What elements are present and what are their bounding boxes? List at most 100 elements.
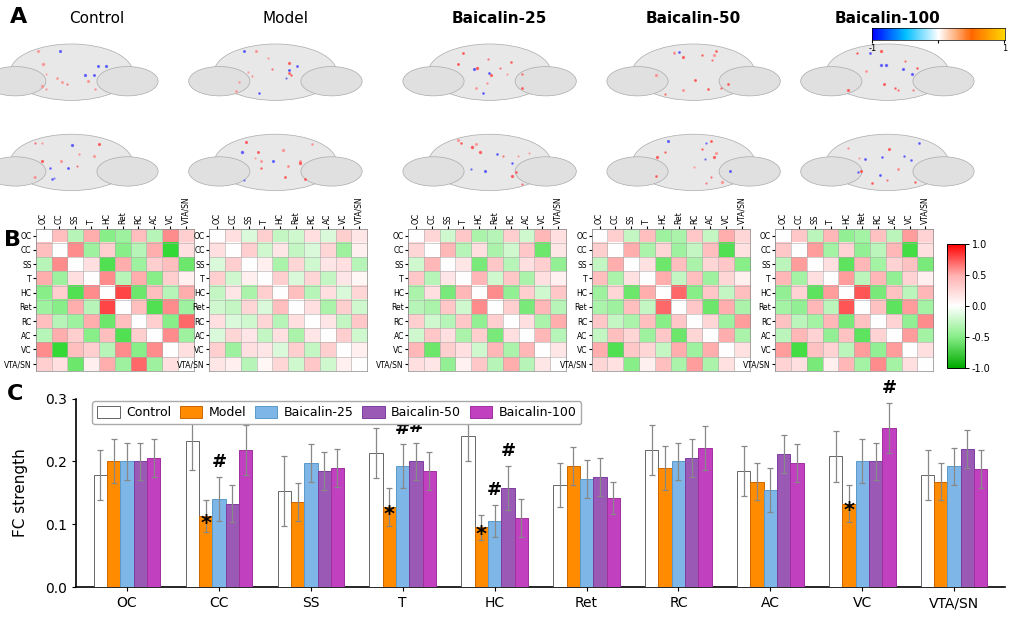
Text: *: * (383, 505, 394, 525)
Ellipse shape (10, 134, 132, 190)
Bar (855, 462, 868, 587)
Ellipse shape (718, 157, 780, 186)
Ellipse shape (606, 67, 667, 96)
Ellipse shape (515, 67, 576, 96)
Ellipse shape (189, 67, 250, 96)
Bar (147, 459, 160, 587)
Bar (290, 502, 304, 587)
Ellipse shape (428, 44, 550, 100)
Bar (515, 518, 528, 587)
Bar (644, 450, 658, 587)
Bar (422, 471, 436, 587)
Bar (580, 479, 593, 587)
Bar (199, 516, 212, 587)
Text: Control: Control (69, 11, 124, 27)
Ellipse shape (214, 44, 336, 100)
Ellipse shape (632, 44, 754, 100)
Ellipse shape (428, 134, 550, 190)
Bar (500, 488, 515, 587)
Text: #: # (500, 441, 515, 460)
Legend: Control, Model, Baicalin-25, Baicalin-50, Baicalin-100: Control, Model, Baicalin-25, Baicalin-50… (92, 401, 581, 425)
Bar (409, 462, 422, 587)
Bar (960, 449, 973, 587)
Ellipse shape (301, 67, 362, 96)
Bar (566, 466, 580, 587)
Ellipse shape (189, 157, 250, 186)
Text: B: B (4, 231, 21, 250)
Ellipse shape (214, 134, 336, 190)
Bar (304, 464, 317, 587)
Ellipse shape (632, 134, 754, 190)
Ellipse shape (718, 67, 780, 96)
Ellipse shape (0, 67, 46, 96)
Ellipse shape (403, 67, 464, 96)
Ellipse shape (301, 157, 362, 186)
Bar (868, 462, 881, 587)
Bar (750, 481, 763, 587)
Ellipse shape (825, 134, 948, 190)
Ellipse shape (515, 157, 576, 186)
Text: #: # (394, 420, 410, 438)
Bar (277, 491, 290, 587)
Bar (763, 489, 776, 587)
Text: C: C (7, 384, 23, 404)
Bar (920, 475, 933, 587)
Ellipse shape (10, 44, 132, 100)
Bar (382, 507, 395, 587)
Bar (133, 462, 147, 587)
Text: *: * (843, 501, 854, 521)
Text: Baicalin-25: Baicalin-25 (451, 11, 547, 27)
Bar (212, 499, 225, 587)
Bar (933, 481, 947, 587)
Ellipse shape (800, 67, 861, 96)
Ellipse shape (912, 67, 973, 96)
Bar (842, 504, 855, 587)
Text: #: # (409, 418, 423, 436)
Bar (606, 498, 620, 587)
Text: #: # (237, 400, 253, 419)
Text: *: * (475, 525, 486, 545)
Ellipse shape (825, 44, 948, 100)
Bar (737, 471, 750, 587)
Bar (672, 462, 685, 587)
Ellipse shape (800, 157, 861, 186)
Ellipse shape (606, 157, 667, 186)
Ellipse shape (912, 157, 973, 186)
Ellipse shape (0, 157, 46, 186)
Text: Model: Model (262, 11, 309, 27)
Bar (317, 471, 330, 587)
Bar (474, 527, 487, 587)
Bar (658, 468, 672, 587)
Ellipse shape (97, 67, 158, 96)
Ellipse shape (403, 157, 464, 186)
Ellipse shape (97, 157, 158, 186)
Bar (487, 521, 500, 587)
Bar (107, 462, 120, 587)
Bar (185, 441, 199, 587)
Bar (881, 428, 895, 587)
Bar (94, 475, 107, 587)
Bar (395, 466, 409, 587)
Text: Baicalin-100: Baicalin-100 (834, 11, 940, 27)
Bar (947, 467, 960, 587)
Bar (685, 459, 698, 587)
Text: #: # (880, 379, 896, 397)
Text: #: # (487, 481, 501, 499)
Bar (369, 453, 382, 587)
Text: *: * (200, 514, 211, 533)
Bar (828, 457, 842, 587)
Text: Baicalin-50: Baicalin-50 (645, 11, 741, 27)
Text: A: A (10, 7, 28, 27)
Bar (330, 468, 343, 587)
Bar (238, 450, 252, 587)
Bar (593, 477, 606, 587)
Bar (776, 454, 790, 587)
Bar (461, 436, 474, 587)
Bar (552, 485, 566, 587)
Text: #: # (211, 453, 226, 471)
Bar (790, 463, 803, 587)
Y-axis label: FC strength: FC strength (13, 449, 29, 537)
Bar (225, 504, 238, 587)
Bar (698, 447, 711, 587)
Bar (120, 462, 133, 587)
